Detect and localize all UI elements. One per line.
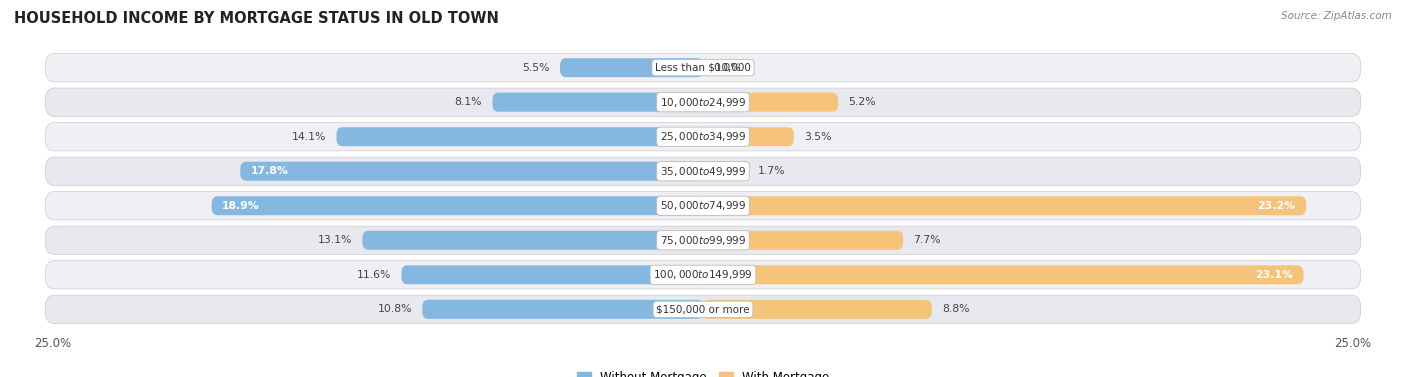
Text: HOUSEHOLD INCOME BY MORTGAGE STATUS IN OLD TOWN: HOUSEHOLD INCOME BY MORTGAGE STATUS IN O… <box>14 11 499 26</box>
Text: 11.6%: 11.6% <box>357 270 391 280</box>
FancyBboxPatch shape <box>422 300 703 319</box>
FancyBboxPatch shape <box>703 196 1306 215</box>
Text: $150,000 or more: $150,000 or more <box>657 304 749 314</box>
FancyBboxPatch shape <box>45 295 1361 323</box>
Text: 8.1%: 8.1% <box>454 97 482 107</box>
Text: $35,000 to $49,999: $35,000 to $49,999 <box>659 165 747 178</box>
FancyBboxPatch shape <box>45 54 1361 82</box>
FancyBboxPatch shape <box>45 88 1361 116</box>
FancyBboxPatch shape <box>703 265 1303 284</box>
FancyBboxPatch shape <box>45 157 1361 185</box>
Text: 17.8%: 17.8% <box>250 166 288 176</box>
FancyBboxPatch shape <box>703 162 747 181</box>
FancyBboxPatch shape <box>240 162 703 181</box>
Text: Less than $10,000: Less than $10,000 <box>655 63 751 73</box>
Text: Source: ZipAtlas.com: Source: ZipAtlas.com <box>1281 11 1392 21</box>
Text: 1.7%: 1.7% <box>758 166 785 176</box>
FancyBboxPatch shape <box>45 192 1361 220</box>
Text: 7.7%: 7.7% <box>914 235 941 245</box>
FancyBboxPatch shape <box>363 231 703 250</box>
FancyBboxPatch shape <box>402 265 703 284</box>
Text: $25,000 to $34,999: $25,000 to $34,999 <box>659 130 747 143</box>
Text: $50,000 to $74,999: $50,000 to $74,999 <box>659 199 747 212</box>
Text: 13.1%: 13.1% <box>318 235 352 245</box>
Text: 18.9%: 18.9% <box>222 201 260 211</box>
Text: 23.2%: 23.2% <box>1257 201 1296 211</box>
Text: 3.5%: 3.5% <box>804 132 832 142</box>
FancyBboxPatch shape <box>703 231 903 250</box>
FancyBboxPatch shape <box>45 226 1361 254</box>
Text: 5.2%: 5.2% <box>849 97 876 107</box>
Text: 14.1%: 14.1% <box>291 132 326 142</box>
FancyBboxPatch shape <box>212 196 703 215</box>
Text: $10,000 to $24,999: $10,000 to $24,999 <box>659 96 747 109</box>
Text: $100,000 to $149,999: $100,000 to $149,999 <box>654 268 752 281</box>
FancyBboxPatch shape <box>703 93 838 112</box>
FancyBboxPatch shape <box>703 127 794 146</box>
FancyBboxPatch shape <box>560 58 703 77</box>
Text: 23.1%: 23.1% <box>1256 270 1294 280</box>
FancyBboxPatch shape <box>45 261 1361 289</box>
FancyBboxPatch shape <box>703 300 932 319</box>
FancyBboxPatch shape <box>336 127 703 146</box>
Text: 10.8%: 10.8% <box>377 304 412 314</box>
Text: $75,000 to $99,999: $75,000 to $99,999 <box>659 234 747 247</box>
Legend: Without Mortgage, With Mortgage: Without Mortgage, With Mortgage <box>572 366 834 377</box>
Text: 5.5%: 5.5% <box>522 63 550 73</box>
Text: 8.8%: 8.8% <box>942 304 970 314</box>
Text: 0.0%: 0.0% <box>713 63 741 73</box>
FancyBboxPatch shape <box>45 123 1361 151</box>
FancyBboxPatch shape <box>492 93 703 112</box>
